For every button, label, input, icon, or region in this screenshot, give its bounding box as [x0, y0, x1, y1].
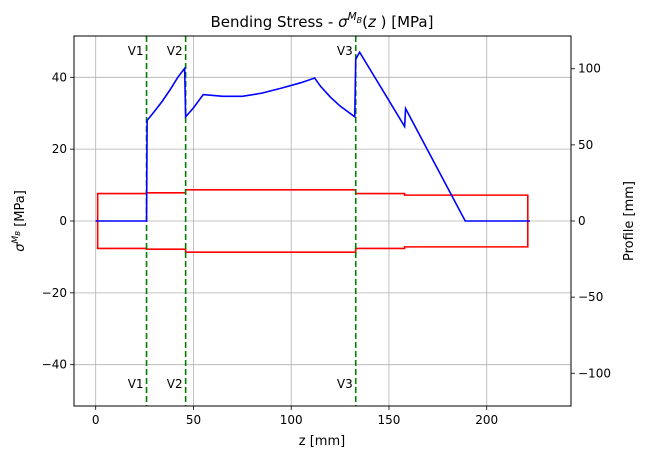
- x-tick-label: 200: [475, 413, 498, 427]
- y2-tick-label: 100: [578, 62, 601, 76]
- y-tick-label: 20: [52, 142, 67, 156]
- y-tick-label: 40: [52, 70, 67, 84]
- profile-line-2: [96, 221, 529, 254]
- y-tick-label: −20: [42, 286, 67, 300]
- chart-title-suffix-open: (: [362, 13, 368, 31]
- chart-title-prefix: Bending Stress -: [211, 13, 339, 31]
- support-label-bottom-v3: V3: [337, 377, 353, 391]
- y-axis-label-sigma: σ: [13, 243, 28, 252]
- y-axis-label-sup: M: [11, 236, 21, 244]
- y2-tick-label: −50: [578, 290, 603, 304]
- support-label-top-v2: V2: [167, 44, 183, 58]
- chart-title-sup-sub: B: [357, 16, 363, 25]
- x-tick-label: 150: [378, 413, 401, 427]
- y-tick-label: −40: [42, 358, 67, 372]
- support-label-bottom-v2: V2: [167, 377, 183, 391]
- y-axis-label-sup-sub: B: [14, 231, 22, 236]
- stress-line: [95, 50, 530, 222]
- y-axis-label: σMB [MPa]: [11, 190, 28, 252]
- support-label-bottom-v1: V1: [128, 377, 144, 391]
- y2-tick-label: 0: [578, 214, 586, 228]
- chart-title-sigma: σ: [338, 13, 348, 31]
- y2-tick-label: −100: [578, 366, 611, 380]
- support-label-top-v3: V3: [337, 44, 353, 58]
- y2-axis-label: Profile [mm]: [622, 181, 637, 261]
- profile-layer: [95, 188, 530, 254]
- y-tick-layer: −40 −20 0 20 40: [42, 70, 74, 372]
- chart-title-var: z: [367, 13, 377, 31]
- x-tick-label: 0: [92, 413, 100, 427]
- stress-layer: [95, 50, 530, 222]
- chart-title-suffix: ) [MPa]: [376, 13, 434, 31]
- chart-title-sup: M: [348, 11, 357, 23]
- x-tick-label: 100: [280, 413, 303, 427]
- y2-tick-layer: −100 −50 0 50 100: [571, 62, 611, 380]
- chart-title: Bending Stress - σMB(z ) [MPa]: [211, 11, 434, 31]
- support-label-top-v1: V1: [128, 44, 144, 58]
- y2-tick-label: 50: [578, 138, 593, 152]
- x-tick-label: 50: [186, 413, 201, 427]
- y-tick-label: 0: [59, 214, 67, 228]
- x-tick-layer: 0 50 100 150 200: [92, 406, 498, 427]
- x-axis-label: z [mm]: [299, 434, 345, 449]
- profile-line-1: [95, 188, 530, 222]
- y-axis-label-suffix: [MPa]: [13, 190, 28, 231]
